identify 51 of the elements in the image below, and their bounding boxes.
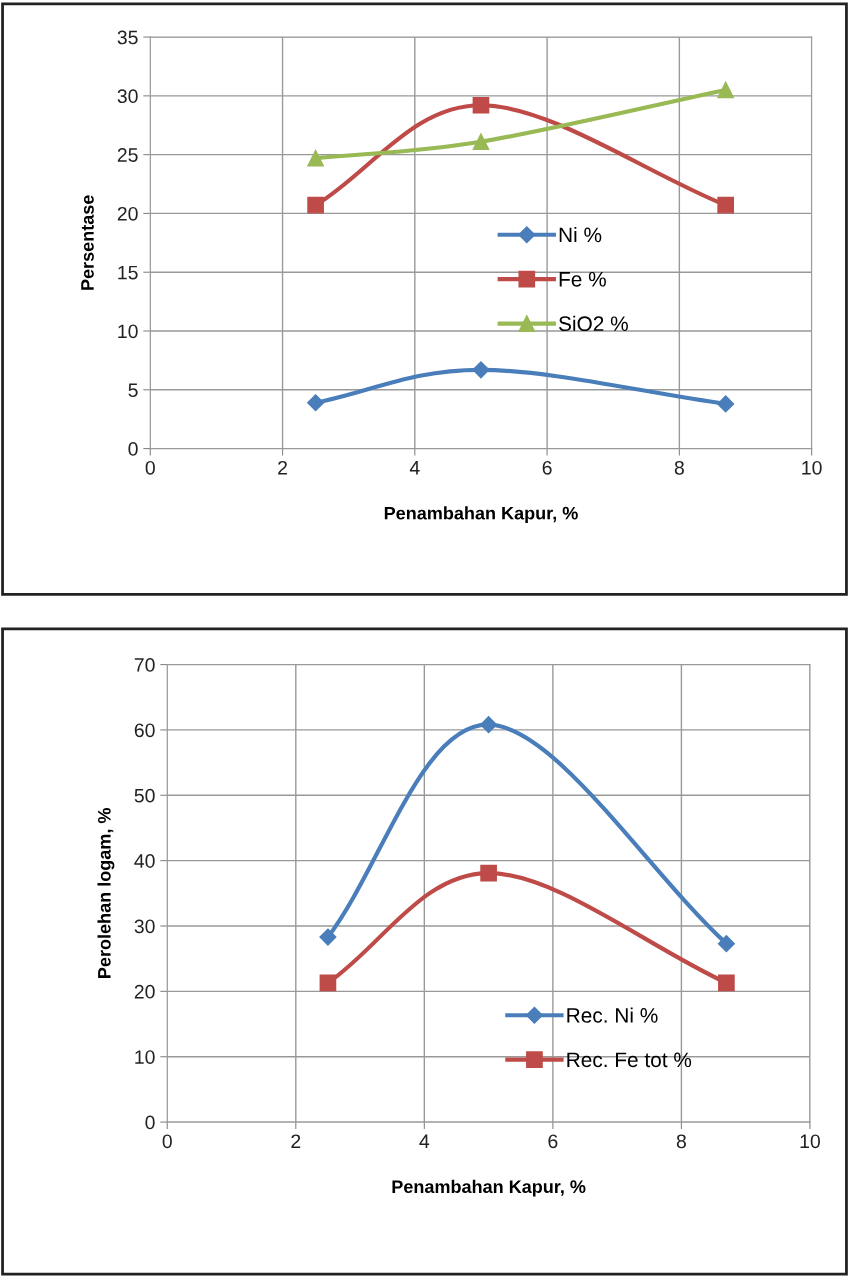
x-tick-label: 2: [291, 1134, 301, 1148]
x-tick-label: 10: [802, 460, 822, 475]
legend-label: Fe %: [559, 271, 606, 287]
point: [480, 864, 497, 882]
point: [307, 394, 325, 412]
y-tick-label: 15: [118, 265, 138, 280]
point: [307, 149, 324, 167]
x-tick-label: 0: [162, 1134, 172, 1149]
x-tick-label: 6: [548, 1134, 558, 1149]
point: [717, 395, 735, 413]
x-tick-label: 4: [419, 1134, 430, 1148]
x-tick-label: 6: [542, 460, 552, 475]
point: [472, 133, 490, 151]
legend-label: Rec. Fe tot %: [567, 1052, 692, 1068]
legend-label: Ni %: [559, 226, 602, 243]
point: [717, 935, 735, 953]
x-tick-label: 8: [674, 460, 684, 475]
point: [717, 196, 734, 214]
y-tick-label: 0: [145, 1115, 155, 1130]
legend-label: Rec. Ni %: [567, 1007, 658, 1023]
point: [307, 196, 324, 214]
point: [472, 361, 490, 379]
y-tick-label: 35: [117, 30, 138, 45]
y-tick-label: 70: [134, 658, 155, 672]
point: [718, 974, 735, 992]
point: [472, 96, 490, 114]
y-tick-label: 20: [117, 206, 138, 221]
point: [480, 716, 498, 734]
legend-label: SiO2 %: [558, 315, 628, 332]
y-axis-title: Perolehan logam, %: [97, 808, 115, 978]
y-tick-label: 60: [134, 723, 155, 738]
y-tick-label: 40: [134, 854, 155, 868]
y-tick-label: 5: [128, 383, 138, 398]
y-tick-label: 25: [117, 148, 138, 162]
y-tick-label: 0: [128, 442, 138, 456]
x-axis-title: Penambahan Kapur, %: [384, 506, 578, 524]
y-tick-label: 50: [134, 788, 155, 803]
y-tick-label: 10: [135, 1050, 155, 1064]
point: [319, 928, 337, 946]
x-tick-label: 2: [278, 460, 287, 475]
y-tick-label: 30: [134, 919, 155, 934]
x-tick-label: 10: [800, 1134, 820, 1149]
y-axis-title: Persentase: [81, 195, 94, 290]
y-tick-label: 30: [117, 89, 138, 104]
y-tick-label: 10: [118, 324, 138, 339]
y-tick-label: 20: [134, 984, 155, 999]
x-axis-title: Penambahan Kapur, %: [392, 1179, 586, 1197]
x-tick-label: 8: [676, 1134, 686, 1149]
point: [319, 974, 337, 992]
point: [717, 81, 734, 99]
x-tick-label: 4: [409, 461, 420, 475]
